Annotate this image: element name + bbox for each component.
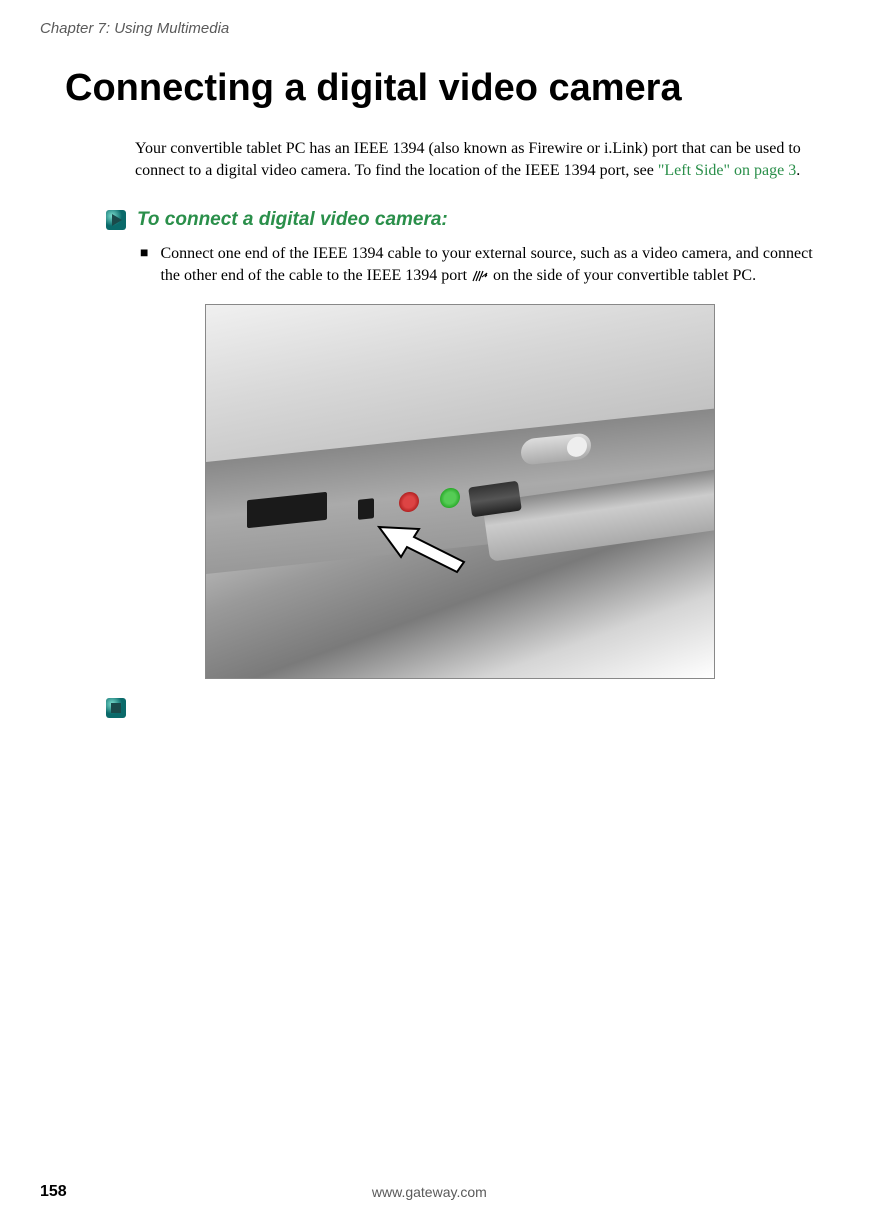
intro-text-after: . — [796, 162, 800, 179]
page-footer: 158 www.gateway.com — [40, 1183, 832, 1201]
footer-url: www.gateway.com — [27, 1184, 832, 1200]
page-title: Connecting a digital video camera — [65, 67, 832, 110]
step-text: Connect one end of the IEEE 1394 cable t… — [160, 243, 822, 286]
procedure-title: To connect a digital video camera: — [137, 209, 448, 231]
procedure-heading-row: To connect a digital video camera: — [105, 209, 832, 231]
arrow-callout-icon — [369, 507, 479, 577]
step-text-after: on the side of your convertible tablet P… — [489, 267, 756, 284]
play-icon — [105, 209, 127, 231]
bullet-icon: ■ — [140, 246, 148, 286]
cross-reference-link[interactable]: "Left Side" on page 3 — [658, 162, 796, 179]
intro-paragraph: Your convertible tablet PC has an IEEE 1… — [135, 138, 822, 181]
step-row: ■ Connect one end of the IEEE 1394 cable… — [140, 243, 822, 286]
ieee1394-icon — [471, 269, 489, 283]
stop-icon — [105, 697, 127, 719]
chapter-header: Chapter 7: Using Multimedia — [40, 20, 832, 37]
product-photo — [205, 304, 715, 679]
